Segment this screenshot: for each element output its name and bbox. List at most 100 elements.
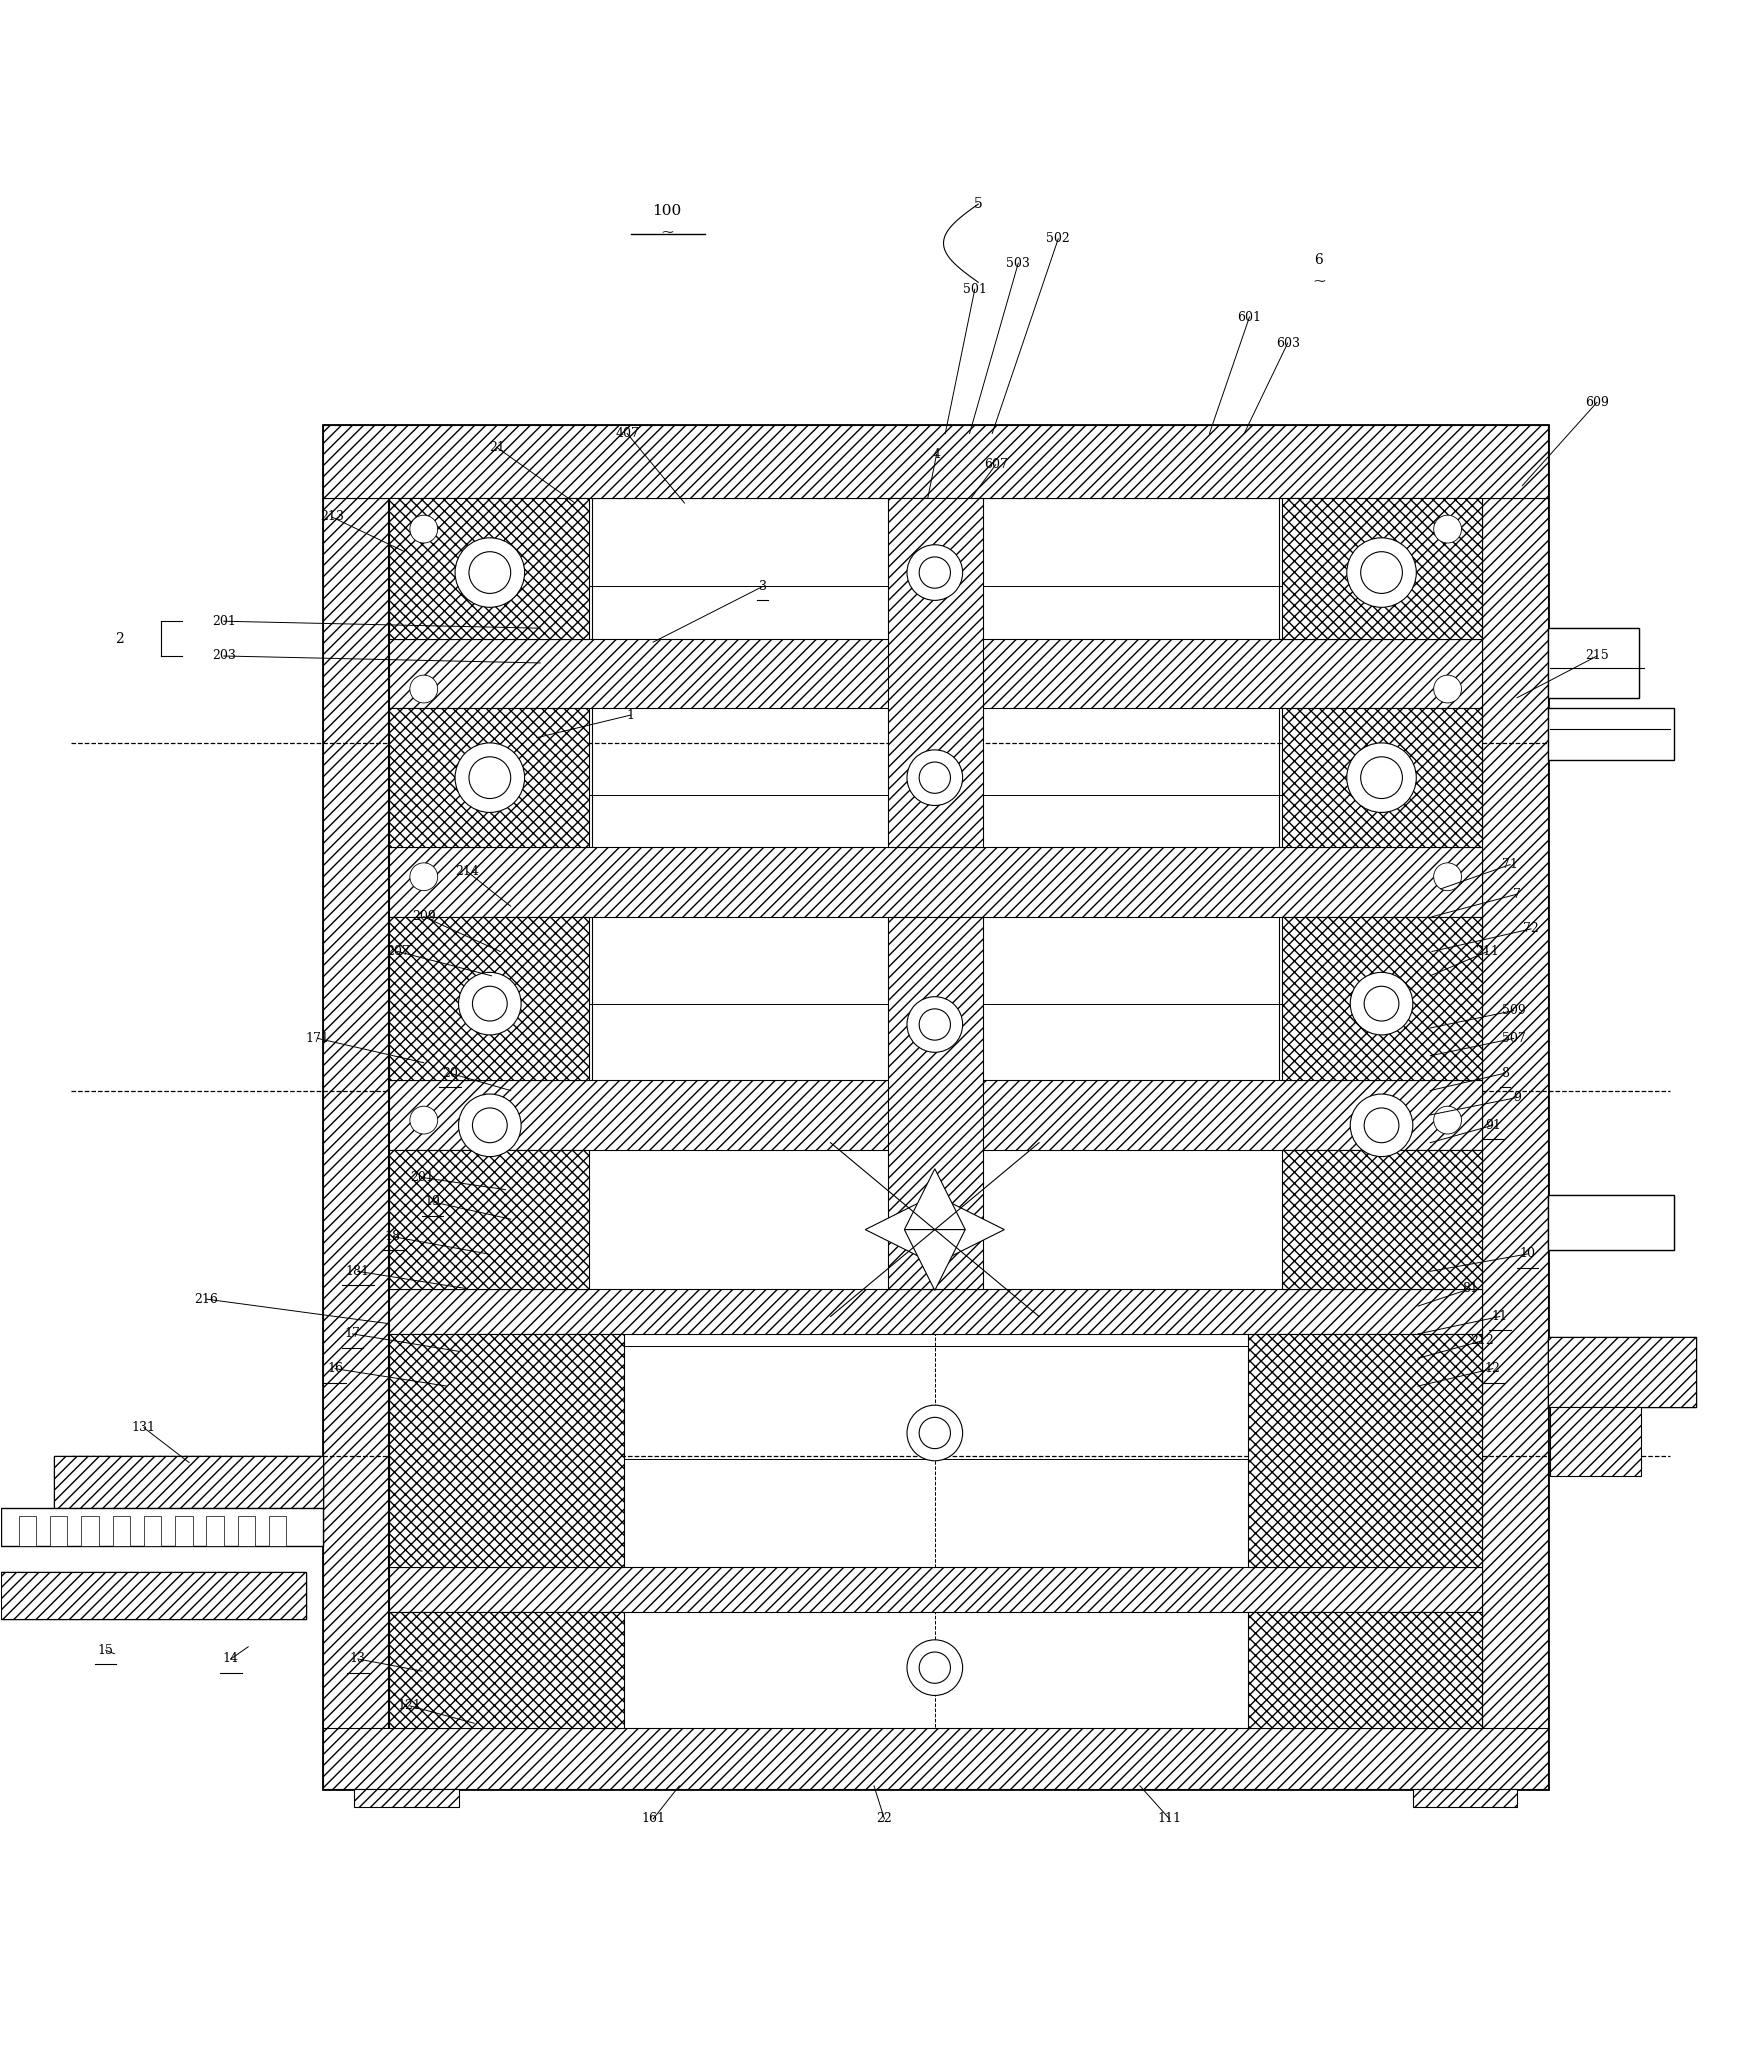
Polygon shape <box>904 1168 965 1229</box>
Text: 14: 14 <box>223 1651 239 1666</box>
Bar <box>324 424 388 1789</box>
Bar <box>1248 1334 1482 1567</box>
Text: 161: 161 <box>641 1813 665 1826</box>
Circle shape <box>409 514 437 543</box>
Text: 407: 407 <box>615 426 639 441</box>
Polygon shape <box>865 1195 935 1264</box>
Text: 19: 19 <box>425 1195 440 1209</box>
Bar <box>270 1516 287 1545</box>
Text: 11: 11 <box>1492 1309 1508 1324</box>
Circle shape <box>468 756 510 799</box>
Circle shape <box>1365 1109 1400 1143</box>
Circle shape <box>409 1106 437 1133</box>
Bar <box>1548 629 1638 699</box>
Text: 100: 100 <box>653 205 682 217</box>
Bar <box>388 498 588 639</box>
Text: 121: 121 <box>399 1699 421 1713</box>
Circle shape <box>907 750 963 805</box>
Circle shape <box>907 996 963 1053</box>
Text: 4: 4 <box>933 449 940 461</box>
Circle shape <box>1365 986 1400 1020</box>
Text: 16: 16 <box>327 1363 343 1375</box>
Text: 131: 131 <box>132 1422 157 1434</box>
Text: 12: 12 <box>1485 1363 1501 1375</box>
Circle shape <box>1348 537 1415 607</box>
Bar <box>1549 1408 1640 1477</box>
Circle shape <box>458 973 521 1035</box>
Bar <box>1548 1195 1673 1250</box>
Bar <box>82 1516 99 1545</box>
Text: ~: ~ <box>1313 273 1327 289</box>
Bar <box>388 1289 1482 1334</box>
Circle shape <box>1433 863 1461 891</box>
Bar <box>1482 424 1548 1789</box>
Bar <box>1248 1613 1482 1729</box>
Bar <box>388 639 1482 709</box>
Text: 507: 507 <box>1502 1033 1525 1045</box>
Text: 211: 211 <box>1476 945 1499 959</box>
Text: 171: 171 <box>306 1033 329 1045</box>
Bar <box>1283 916 1482 1080</box>
Circle shape <box>1351 973 1414 1035</box>
Text: 207: 207 <box>387 945 409 959</box>
Bar <box>324 424 1548 498</box>
Text: 601: 601 <box>1238 311 1262 324</box>
Bar <box>1548 709 1673 760</box>
Circle shape <box>907 545 963 600</box>
Text: 22: 22 <box>876 1813 893 1826</box>
Bar <box>324 424 1548 1789</box>
Bar <box>2 1572 306 1619</box>
Circle shape <box>409 863 437 891</box>
Circle shape <box>919 1651 951 1684</box>
Circle shape <box>1433 1106 1461 1133</box>
Bar <box>54 1455 324 1508</box>
Bar <box>176 1516 193 1545</box>
Circle shape <box>919 1418 951 1449</box>
Bar <box>388 1567 1482 1613</box>
Bar <box>1548 1338 1696 1408</box>
Text: 203: 203 <box>212 650 235 662</box>
Bar <box>2 1508 324 1545</box>
Text: 502: 502 <box>1046 232 1071 246</box>
Text: 111: 111 <box>1158 1813 1182 1826</box>
Bar <box>1548 1195 1673 1250</box>
Text: 1: 1 <box>627 709 635 721</box>
Circle shape <box>919 762 951 793</box>
Text: 181: 181 <box>346 1264 369 1279</box>
Text: 2: 2 <box>115 631 124 645</box>
Bar <box>388 1334 623 1567</box>
Text: 607: 607 <box>984 459 1008 471</box>
Text: 17: 17 <box>345 1328 360 1340</box>
Bar <box>1414 1789 1516 1807</box>
Text: 21: 21 <box>489 441 505 455</box>
Circle shape <box>1361 551 1403 594</box>
Circle shape <box>468 551 510 594</box>
Text: 81: 81 <box>1462 1283 1478 1295</box>
Circle shape <box>1361 756 1403 799</box>
Bar <box>50 1516 68 1545</box>
Text: 72: 72 <box>1523 922 1539 936</box>
Bar <box>388 916 588 1080</box>
Text: 3: 3 <box>759 580 766 592</box>
Circle shape <box>919 557 951 588</box>
Text: 212: 212 <box>1471 1334 1494 1348</box>
Text: 13: 13 <box>350 1651 366 1666</box>
Text: 609: 609 <box>1584 395 1609 408</box>
Circle shape <box>454 537 524 607</box>
Text: 201: 201 <box>212 615 235 627</box>
Text: 6: 6 <box>1314 252 1323 266</box>
Text: 71: 71 <box>1502 859 1518 871</box>
Text: ~: ~ <box>660 223 674 240</box>
Circle shape <box>472 1109 507 1143</box>
Text: 209: 209 <box>413 910 435 924</box>
Bar <box>388 1149 588 1289</box>
Bar <box>388 846 1482 916</box>
Text: 18: 18 <box>385 1229 400 1244</box>
Text: 7: 7 <box>1513 887 1522 902</box>
Text: 215: 215 <box>1586 650 1609 662</box>
Bar <box>113 1516 131 1545</box>
Text: 15: 15 <box>97 1643 113 1658</box>
Text: 213: 213 <box>320 510 343 522</box>
Text: 8: 8 <box>1501 1068 1509 1080</box>
Polygon shape <box>935 1195 1005 1264</box>
